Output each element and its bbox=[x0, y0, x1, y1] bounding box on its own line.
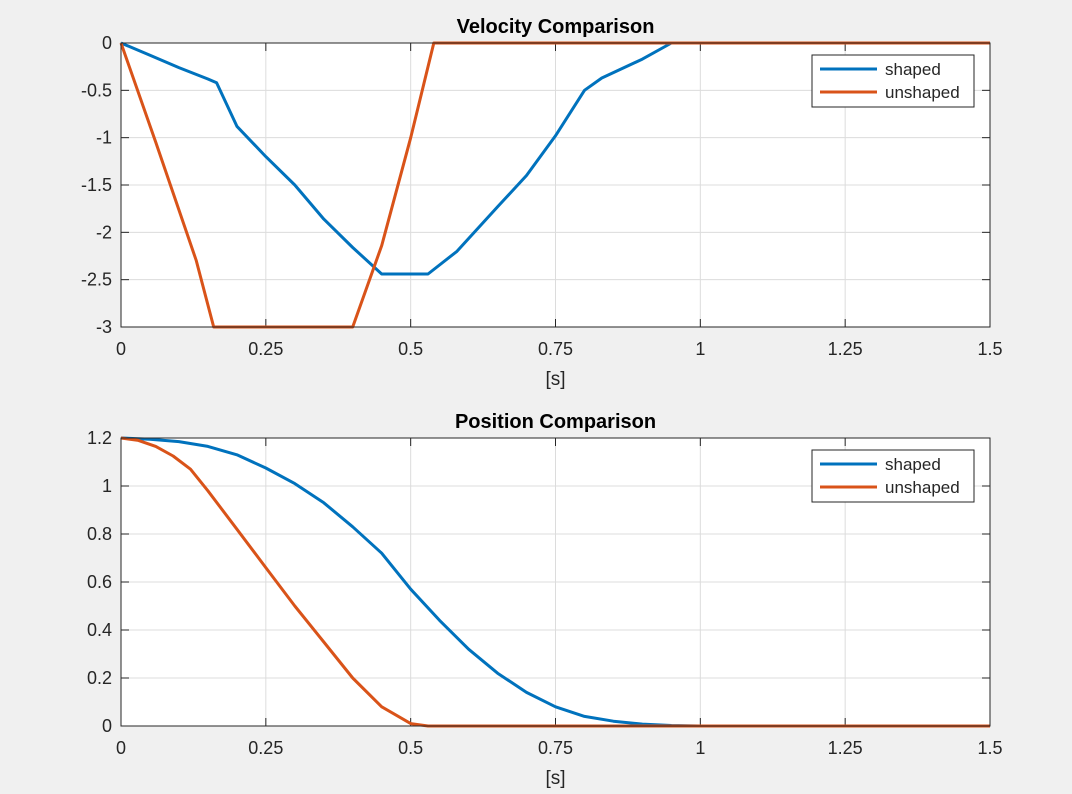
x-tick-label: 1.25 bbox=[828, 339, 863, 359]
y-tick-label: -2 bbox=[96, 222, 112, 242]
x-tick-label: 0.5 bbox=[398, 339, 423, 359]
y-tick-label: 0 bbox=[102, 716, 112, 736]
y-tick-label: -3 bbox=[96, 317, 112, 337]
y-tick-label: -1 bbox=[96, 128, 112, 148]
chart-title: Position Comparison bbox=[455, 411, 656, 433]
x-tick-label: 1.5 bbox=[977, 738, 1002, 758]
x-axis-label: [s] bbox=[545, 369, 565, 390]
x-tick-label: 0.75 bbox=[538, 339, 573, 359]
legend: shaped unshaped bbox=[811, 449, 975, 503]
y-tick-label: 1 bbox=[102, 476, 112, 496]
x-tick-label: 0.25 bbox=[248, 738, 283, 758]
chart-title: Velocity Comparison bbox=[457, 16, 655, 38]
x-axis-label: [s] bbox=[545, 768, 565, 789]
y-tick-label: 1.2 bbox=[87, 428, 112, 448]
y-tick-label: -1.5 bbox=[81, 175, 112, 195]
x-tick-label: 1 bbox=[695, 738, 705, 758]
axes-box bbox=[120, 437, 991, 727]
x-tick-label: 1.5 bbox=[977, 339, 1002, 359]
legend-label-shaped: shaped bbox=[885, 455, 941, 474]
series-line-shaped bbox=[120, 41, 990, 276]
y-tick-label: -0.5 bbox=[81, 80, 112, 100]
y-tick-label: 0.6 bbox=[87, 572, 112, 592]
x-tick-label: 0 bbox=[116, 738, 126, 758]
legend-box bbox=[811, 449, 975, 503]
legend-label-unshaped: unshaped bbox=[885, 83, 960, 102]
x-tick-label: 0 bbox=[116, 339, 126, 359]
legend-label-shaped: shaped bbox=[885, 60, 941, 79]
x-tick-label: 0.75 bbox=[538, 738, 573, 758]
x-tick-label: 0.25 bbox=[248, 339, 283, 359]
legend-label-unshaped: unshaped bbox=[885, 478, 960, 497]
axes-box bbox=[120, 42, 991, 328]
y-tick-label: 0.8 bbox=[87, 524, 112, 544]
chart-panel-1: 0 0.25 0.5 0.75 1 1.25 1.5 0 -0.5 -1 -1.5 -2 -2.5 -3 V… bbox=[81, 16, 1003, 390]
chart-panel-2: 0 0.25 0.5 0.75 1 1.25 1.5 1.2 1 0.8 0.6 0.4 0.2 0 Pos… bbox=[87, 411, 1003, 789]
y-tick-label: 0.2 bbox=[87, 668, 112, 688]
x-tick-label: 0.5 bbox=[398, 738, 423, 758]
x-tick-label: 1.25 bbox=[828, 738, 863, 758]
legend: shaped unshaped bbox=[811, 54, 975, 108]
y-tick-label: 0.4 bbox=[87, 620, 112, 640]
x-tick-label: 1 bbox=[695, 339, 705, 359]
y-tick-label: 0 bbox=[102, 33, 112, 53]
y-tick-label: -2.5 bbox=[81, 270, 112, 290]
series-line-shaped bbox=[120, 436, 990, 728]
legend-box bbox=[811, 54, 975, 108]
